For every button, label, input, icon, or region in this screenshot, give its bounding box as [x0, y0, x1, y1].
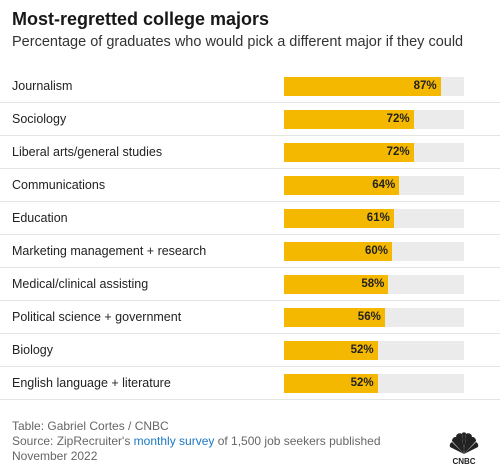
- bar-track: 87%: [284, 77, 464, 96]
- chart-title: Most-regretted college majors: [12, 9, 270, 29]
- bar-value-label: 60%: [365, 245, 389, 257]
- bar: [284, 275, 389, 294]
- category-label: Medical/clinical assisting: [12, 277, 149, 291]
- bar-track: 56%: [284, 308, 464, 327]
- chart-row: Biology 52%: [0, 334, 500, 367]
- chart-row: Communications 64%: [0, 169, 500, 202]
- bar-value-label: 72%: [386, 113, 410, 125]
- source-line: Source: ZipRecruiter's monthly survey of…: [12, 434, 432, 464]
- category-label: Liberal arts/general studies: [12, 145, 163, 159]
- bar: [284, 209, 394, 228]
- bar: [284, 143, 414, 162]
- category-label: Marketing management + research: [12, 244, 207, 258]
- chart-row: English language + literature 52%: [0, 367, 500, 400]
- bar-track: 61%: [284, 209, 464, 228]
- chart-footer: Table: Gabriel Cortes / CNBC Source: Zip…: [12, 419, 432, 464]
- category-label: Biology: [12, 343, 53, 357]
- chart-row: Sociology 72%: [0, 103, 500, 136]
- bar-value-label: 56%: [357, 311, 381, 323]
- chart-row: Journalism 87%: [0, 70, 500, 103]
- peacock-icon: [449, 432, 479, 454]
- bar-track: 72%: [284, 143, 464, 162]
- logo-wordmark: CNBC: [452, 457, 475, 466]
- category-label: Sociology: [12, 112, 67, 126]
- category-label: Education: [12, 211, 68, 225]
- credit-line: Table: Gabriel Cortes / CNBC: [12, 419, 169, 433]
- bar: [284, 110, 414, 129]
- category-label: Communications: [12, 178, 106, 192]
- chart-row: Marketing management + research 60%: [0, 235, 500, 268]
- chart-row: Liberal arts/general studies 72%: [0, 136, 500, 169]
- bar-track: 72%: [284, 110, 464, 129]
- bar-value-label: 52%: [350, 377, 374, 389]
- bar-chart: Journalism 87% Sociology 72% Liberal arts/ge…: [0, 70, 500, 408]
- category-label: English language + literature: [12, 376, 171, 390]
- bar: [284, 77, 441, 96]
- bar-value-label: 64%: [372, 179, 396, 191]
- bar: [284, 374, 378, 393]
- source-suffix: of 1,500 job seekers published November …: [12, 434, 381, 463]
- bar: [284, 308, 385, 327]
- bar-track: 52%: [284, 374, 464, 393]
- source-prefix: Source: ZipRecruiter's: [12, 434, 134, 448]
- bar-track: 64%: [284, 176, 464, 195]
- bar-track: 52%: [284, 341, 464, 360]
- chart-row: Medical/clinical assisting 58%: [0, 268, 500, 301]
- category-label: Journalism: [12, 79, 73, 93]
- bar-value-label: 72%: [386, 146, 410, 158]
- category-label: Political science + government: [12, 310, 182, 324]
- bar-value-label: 87%: [413, 80, 437, 92]
- source-link[interactable]: monthly survey: [133, 434, 215, 448]
- bar: [284, 176, 400, 195]
- bar: [284, 242, 392, 261]
- bar-track: 60%: [284, 242, 464, 261]
- bar-value-label: 52%: [350, 344, 374, 356]
- cnbc-peacock-logo: CNBC: [449, 432, 479, 466]
- chart-subtitle: Percentage of graduates who would pick a…: [12, 34, 464, 50]
- bar-track: 58%: [284, 275, 464, 294]
- bar-value-label: 58%: [361, 278, 385, 290]
- chart-row: Political science + government 56%: [0, 301, 500, 334]
- bar-value-label: 61%: [366, 212, 390, 224]
- chart-row: Education 61%: [0, 202, 500, 235]
- bar: [284, 341, 378, 360]
